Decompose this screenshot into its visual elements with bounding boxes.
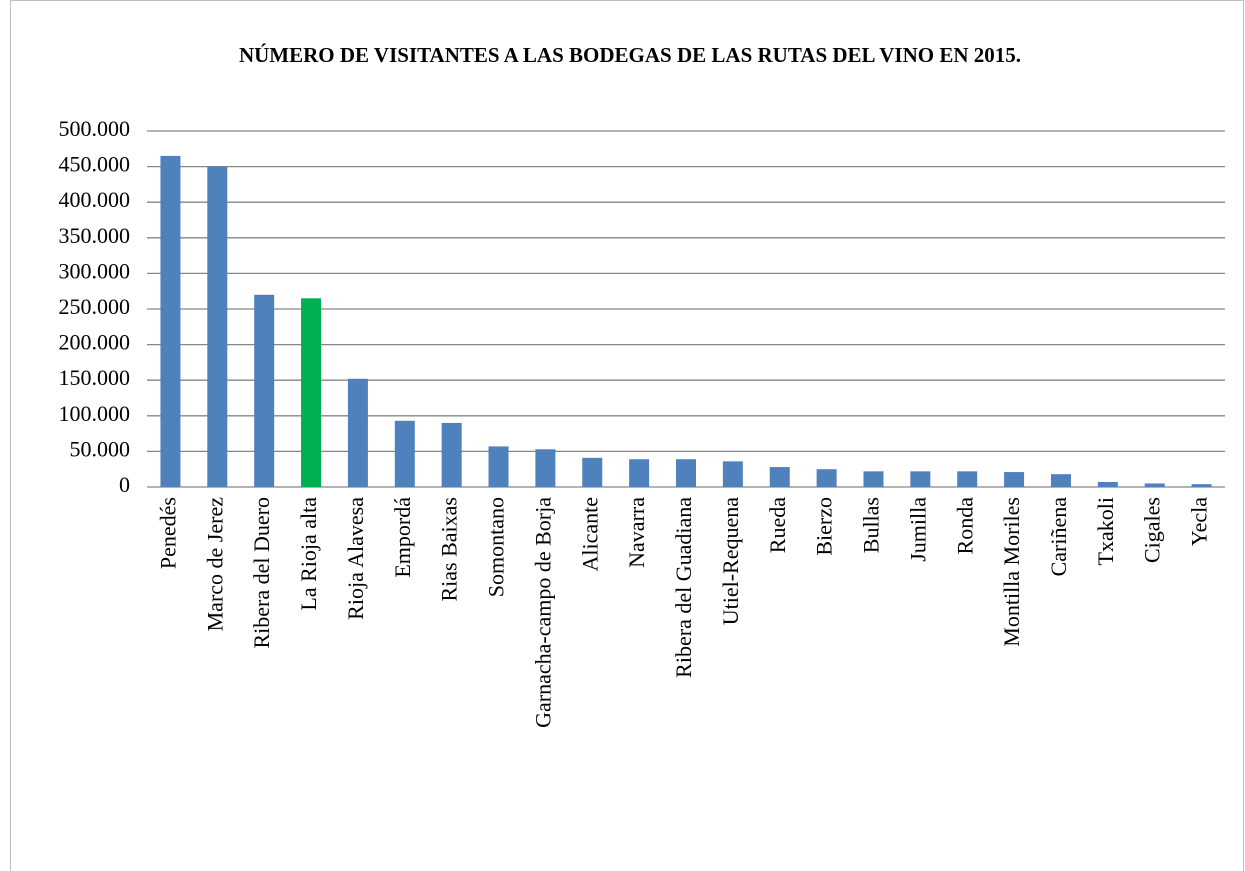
bar <box>957 471 978 487</box>
bar <box>160 155 181 488</box>
bar <box>254 294 275 487</box>
bar <box>488 446 509 487</box>
bar <box>769 467 790 487</box>
y-tick-label: 150.000 <box>59 365 131 390</box>
x-tick-label: Ribera del Guadiana <box>671 497 696 678</box>
bar <box>207 166 228 487</box>
y-tick-label: 200.000 <box>59 330 131 355</box>
x-tick-label: Cariñena <box>1046 497 1071 577</box>
x-tick-label: Navarra <box>624 497 649 568</box>
y-tick-label: 250.000 <box>59 294 131 319</box>
bar <box>535 449 556 487</box>
bar <box>910 471 931 487</box>
x-tick-label: Bullas <box>859 497 884 553</box>
bar <box>1191 484 1212 487</box>
x-tick-label: Alicante <box>577 497 602 572</box>
x-tick-label: Cigales <box>1140 497 1165 563</box>
x-tick-label: Marco de Jerez <box>202 497 227 632</box>
x-tick-label: Garnacha-campo de Borja <box>530 497 555 728</box>
bar <box>347 378 368 487</box>
x-tick-label: Penedés <box>155 497 180 569</box>
bar <box>863 471 884 487</box>
x-tick-label: La Rioja alta <box>296 497 321 611</box>
bar <box>1004 472 1025 487</box>
bar <box>1050 474 1071 487</box>
bar <box>582 457 603 487</box>
y-tick-label: 0 <box>119 472 130 497</box>
bar <box>1097 482 1118 487</box>
x-tick-label: Txakoli <box>1093 497 1118 565</box>
y-tick-label: 400.000 <box>59 187 131 212</box>
bar <box>676 459 696 487</box>
x-tick-label: Montilla Moriles <box>999 497 1024 647</box>
x-tick-label: Ronda <box>952 497 977 555</box>
y-tick-label: 500.000 <box>59 116 131 141</box>
bar <box>816 469 837 487</box>
bar <box>1144 483 1165 487</box>
y-tick-label: 450.000 <box>59 152 131 177</box>
y-tick-label: 350.000 <box>59 223 131 248</box>
bar <box>722 461 743 487</box>
bar <box>441 422 462 487</box>
bar <box>629 459 650 487</box>
x-tick-label: Rias Baixas <box>437 497 462 602</box>
x-tick-label: Empordá <box>390 497 415 578</box>
x-tick-label: Somontano <box>484 497 509 597</box>
y-tick-label: 300.000 <box>59 258 131 283</box>
x-tick-label: Rueda <box>765 497 790 553</box>
x-tick-label: Yecla <box>1187 497 1212 546</box>
chart-frame <box>10 0 1244 871</box>
x-tick-label: Jumilla <box>905 497 930 562</box>
x-tick-label: Rioja Alavesa <box>343 497 368 620</box>
x-tick-label: Utiel-Requena <box>718 497 743 626</box>
bar <box>301 298 322 487</box>
x-tick-label: Ribera del Duero <box>249 497 274 649</box>
y-tick-label: 50.000 <box>70 436 131 461</box>
chart-title: NÚMERO DE VISITANTES A LAS BODEGAS DE LA… <box>238 43 1022 67</box>
x-tick-label: Bierzo <box>812 497 837 556</box>
y-tick-label: 100.000 <box>59 401 131 426</box>
bar <box>394 420 415 487</box>
